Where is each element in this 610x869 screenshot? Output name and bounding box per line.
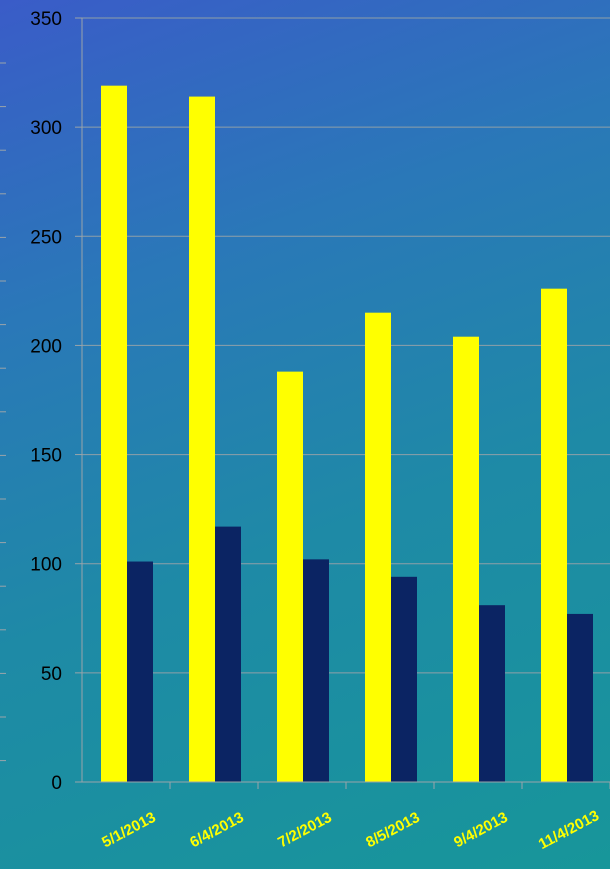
y-tick-label: 200 [30,336,62,357]
gridlines [82,17,610,674]
bar-series-2 [567,613,593,782]
bar-series-2 [303,559,329,782]
bar-series-1 [189,96,215,782]
bar-series-2 [215,526,241,782]
bar-series-1 [541,288,567,782]
y-axis-tick-labels: 0 50 100 150 200 250 300 350 [30,9,62,794]
x-category-label: 8/5/2013 [363,809,423,851]
bar-series-1 [453,336,479,782]
y-tick-label: 250 [30,227,62,248]
axes [0,17,610,789]
bar-series-2 [127,561,153,782]
x-category-label: 6/4/2013 [187,809,247,851]
bar-series-2 [391,576,417,782]
y-tick-label: 50 [41,664,62,685]
x-category-label: 11/4/2013 [536,807,602,853]
x-category-label: 7/2/2013 [275,809,335,851]
x-category-label: 9/4/2013 [451,809,511,851]
bar-series-2 [479,605,505,782]
bars [101,85,593,782]
bar-series-1 [365,312,391,782]
bar-series-1 [277,371,303,782]
y-tick-label: 100 [30,555,62,576]
y-tick-label: 150 [30,446,62,467]
bar-series-1 [101,85,127,782]
y-tick-label: 300 [30,118,62,139]
y-tick-label: 350 [30,9,62,30]
y-tick-label: 0 [51,773,62,794]
x-axis-category-labels: 5/1/2013 6/4/2013 7/2/2013 8/5/2013 9/4/2013… [99,807,602,853]
x-category-label: 5/1/2013 [99,809,159,851]
